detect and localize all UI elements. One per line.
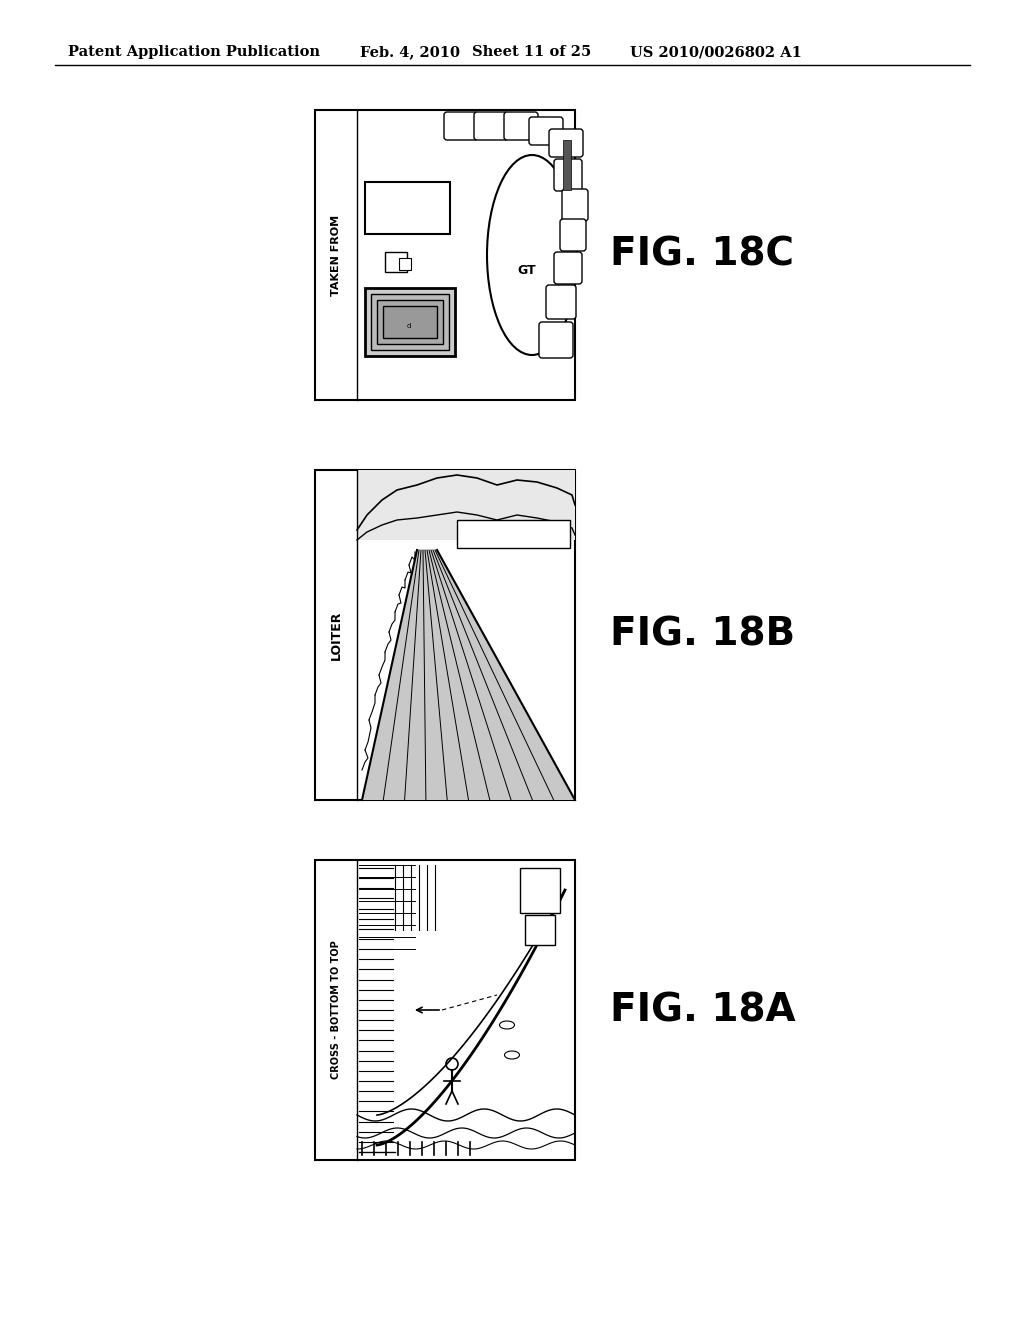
Bar [385, 252, 407, 272]
FancyBboxPatch shape [562, 189, 588, 220]
Bar [365, 182, 450, 234]
Ellipse shape [500, 1020, 514, 1030]
Ellipse shape [487, 154, 577, 355]
Bar [357, 470, 575, 540]
FancyBboxPatch shape [444, 112, 478, 140]
Text: GT: GT [518, 264, 537, 276]
FancyBboxPatch shape [549, 129, 583, 157]
Polygon shape [362, 550, 575, 800]
Text: US 2010/0026802 A1: US 2010/0026802 A1 [630, 45, 802, 59]
Text: LOITER: LOITER [330, 610, 342, 660]
Bar [365, 288, 455, 356]
Bar [563, 140, 571, 190]
Text: FIG. 18A: FIG. 18A [610, 991, 796, 1030]
Text: CROSS - BOTTOM TO TOP: CROSS - BOTTOM TO TOP [331, 941, 341, 1080]
Bar [315, 861, 575, 1160]
Bar [399, 257, 411, 271]
FancyBboxPatch shape [560, 219, 586, 251]
Text: Feb. 4, 2010: Feb. 4, 2010 [360, 45, 460, 59]
FancyBboxPatch shape [474, 112, 508, 140]
Text: FIG. 18B: FIG. 18B [610, 616, 795, 653]
FancyBboxPatch shape [554, 158, 582, 191]
Text: Patent Application Publication: Patent Application Publication [68, 45, 319, 59]
FancyBboxPatch shape [504, 112, 538, 140]
Bar [377, 300, 443, 345]
Bar [371, 294, 449, 350]
Bar [315, 470, 575, 800]
Bar [383, 306, 437, 338]
Bar [457, 520, 570, 548]
FancyBboxPatch shape [529, 117, 563, 145]
FancyBboxPatch shape [546, 285, 575, 319]
Text: Sheet 11 of 25: Sheet 11 of 25 [472, 45, 591, 59]
Text: d: d [407, 323, 412, 329]
Bar [525, 915, 555, 945]
Ellipse shape [505, 1051, 519, 1059]
Text: FIG. 18C: FIG. 18C [610, 236, 794, 275]
FancyBboxPatch shape [539, 322, 573, 358]
Text: TAKEN FROM: TAKEN FROM [331, 214, 341, 296]
Bar [520, 869, 560, 913]
FancyBboxPatch shape [554, 252, 582, 284]
Bar [315, 110, 575, 400]
